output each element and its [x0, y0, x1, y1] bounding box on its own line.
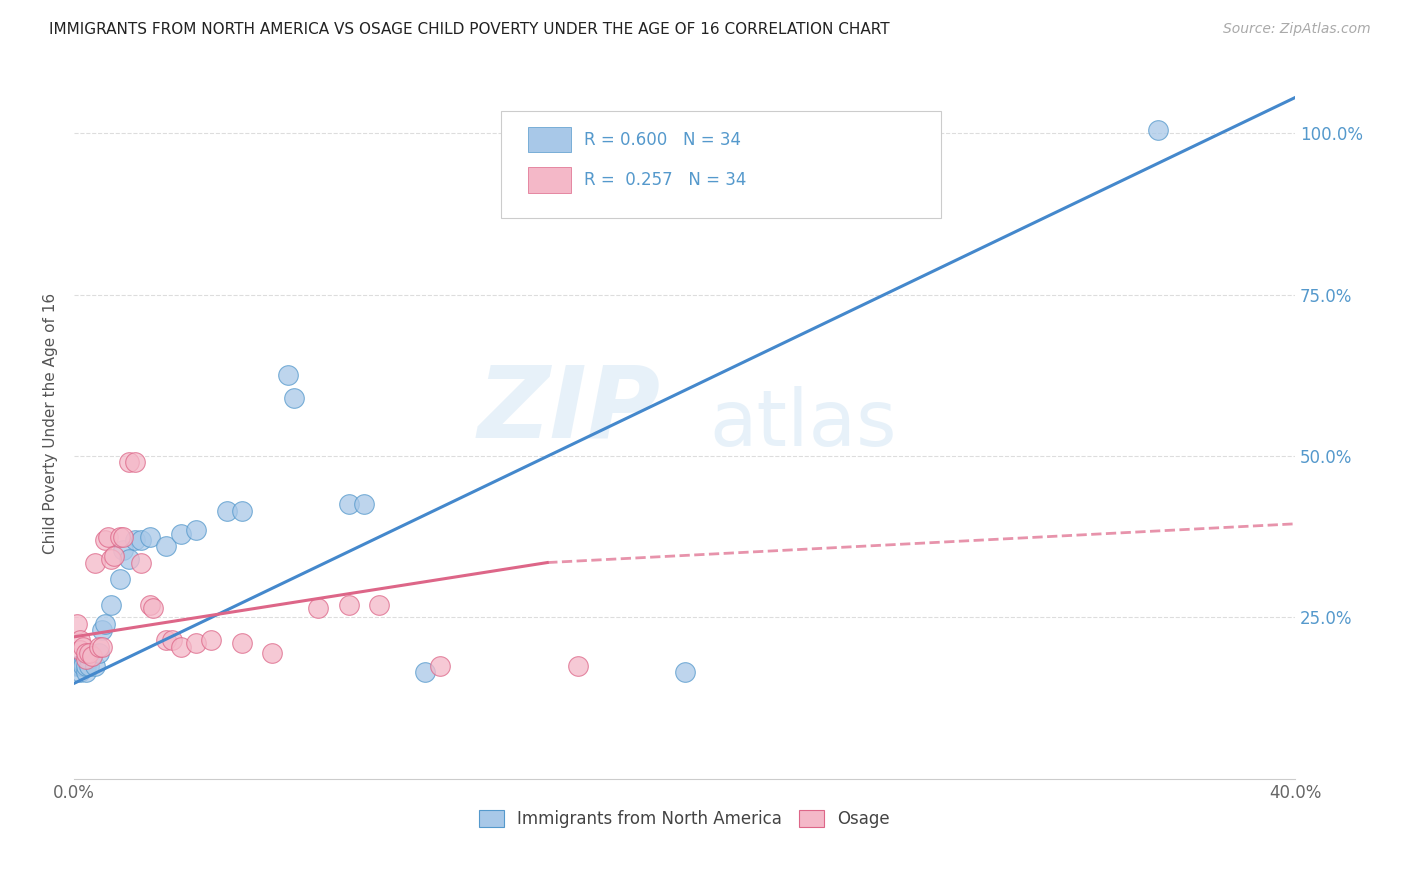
Point: [139, 530, 162, 544]
Point: [108, 572, 131, 586]
Point: [170, 640, 193, 654]
Point: [111, 530, 134, 544]
Point: [155, 540, 177, 554]
Point: [93, 616, 115, 631]
Point: [160, 633, 183, 648]
Point: [100, 552, 122, 566]
Point: [231, 504, 253, 518]
Point: [200, 633, 222, 648]
Point: [129, 556, 152, 570]
Point: [118, 455, 141, 469]
Point: [69, 665, 91, 680]
Point: [283, 391, 305, 405]
Point: [567, 659, 589, 673]
Text: atlas: atlas: [709, 385, 897, 462]
Point: [87, 646, 110, 660]
Point: [72, 640, 94, 654]
Point: [353, 498, 375, 512]
Point: [82, 649, 104, 664]
Point: [337, 498, 360, 512]
Point: [108, 530, 131, 544]
Point: [66, 616, 89, 631]
Point: [1146, 123, 1168, 137]
FancyBboxPatch shape: [502, 112, 941, 218]
Point: [337, 598, 360, 612]
Point: [142, 600, 165, 615]
Point: [262, 646, 284, 660]
Text: ZIP: ZIP: [477, 361, 661, 458]
Point: [186, 523, 208, 537]
Point: [307, 600, 329, 615]
Point: [87, 640, 110, 654]
Text: R =  0.257   N = 34: R = 0.257 N = 34: [585, 171, 747, 189]
Point: [118, 552, 141, 566]
Text: R = 0.600   N = 34: R = 0.600 N = 34: [585, 130, 741, 149]
Point: [100, 598, 122, 612]
Point: [79, 659, 101, 673]
Point: [66, 659, 89, 673]
Point: [90, 624, 112, 638]
Point: [673, 665, 696, 680]
Point: [215, 504, 238, 518]
Point: [69, 633, 91, 648]
Point: [124, 455, 146, 469]
Point: [129, 533, 152, 547]
Text: Source: ZipAtlas.com: Source: ZipAtlas.com: [1223, 22, 1371, 37]
Point: [413, 665, 436, 680]
Point: [368, 598, 391, 612]
Point: [72, 659, 94, 673]
Point: [139, 598, 162, 612]
Point: [97, 530, 120, 544]
Point: [72, 656, 94, 670]
Point: [93, 533, 115, 547]
Point: [918, 123, 941, 137]
Point: [82, 649, 104, 664]
Point: [277, 368, 299, 383]
Point: [69, 642, 91, 657]
Point: [79, 652, 101, 666]
Point: [75, 652, 97, 666]
Legend: Immigrants from North America, Osage: Immigrants from North America, Osage: [472, 803, 897, 835]
Text: IMMIGRANTS FROM NORTH AMERICA VS OSAGE CHILD POVERTY UNDER THE AGE OF 16 CORRELA: IMMIGRANTS FROM NORTH AMERICA VS OSAGE C…: [49, 22, 890, 37]
Point: [84, 659, 107, 673]
Point: [90, 640, 112, 654]
Point: [79, 646, 101, 660]
Point: [231, 636, 253, 650]
Point: [186, 636, 208, 650]
FancyBboxPatch shape: [529, 168, 571, 193]
Point: [75, 659, 97, 673]
Point: [103, 549, 125, 563]
Point: [429, 659, 451, 673]
Y-axis label: Child Poverty Under the Age of 16: Child Poverty Under the Age of 16: [44, 293, 58, 554]
Point: [155, 633, 177, 648]
Point: [124, 533, 146, 547]
Point: [69, 659, 91, 673]
FancyBboxPatch shape: [529, 127, 571, 153]
Point: [170, 526, 193, 541]
Point: [75, 646, 97, 660]
Point: [84, 556, 107, 570]
Point: [111, 542, 134, 557]
Point: [75, 665, 97, 680]
